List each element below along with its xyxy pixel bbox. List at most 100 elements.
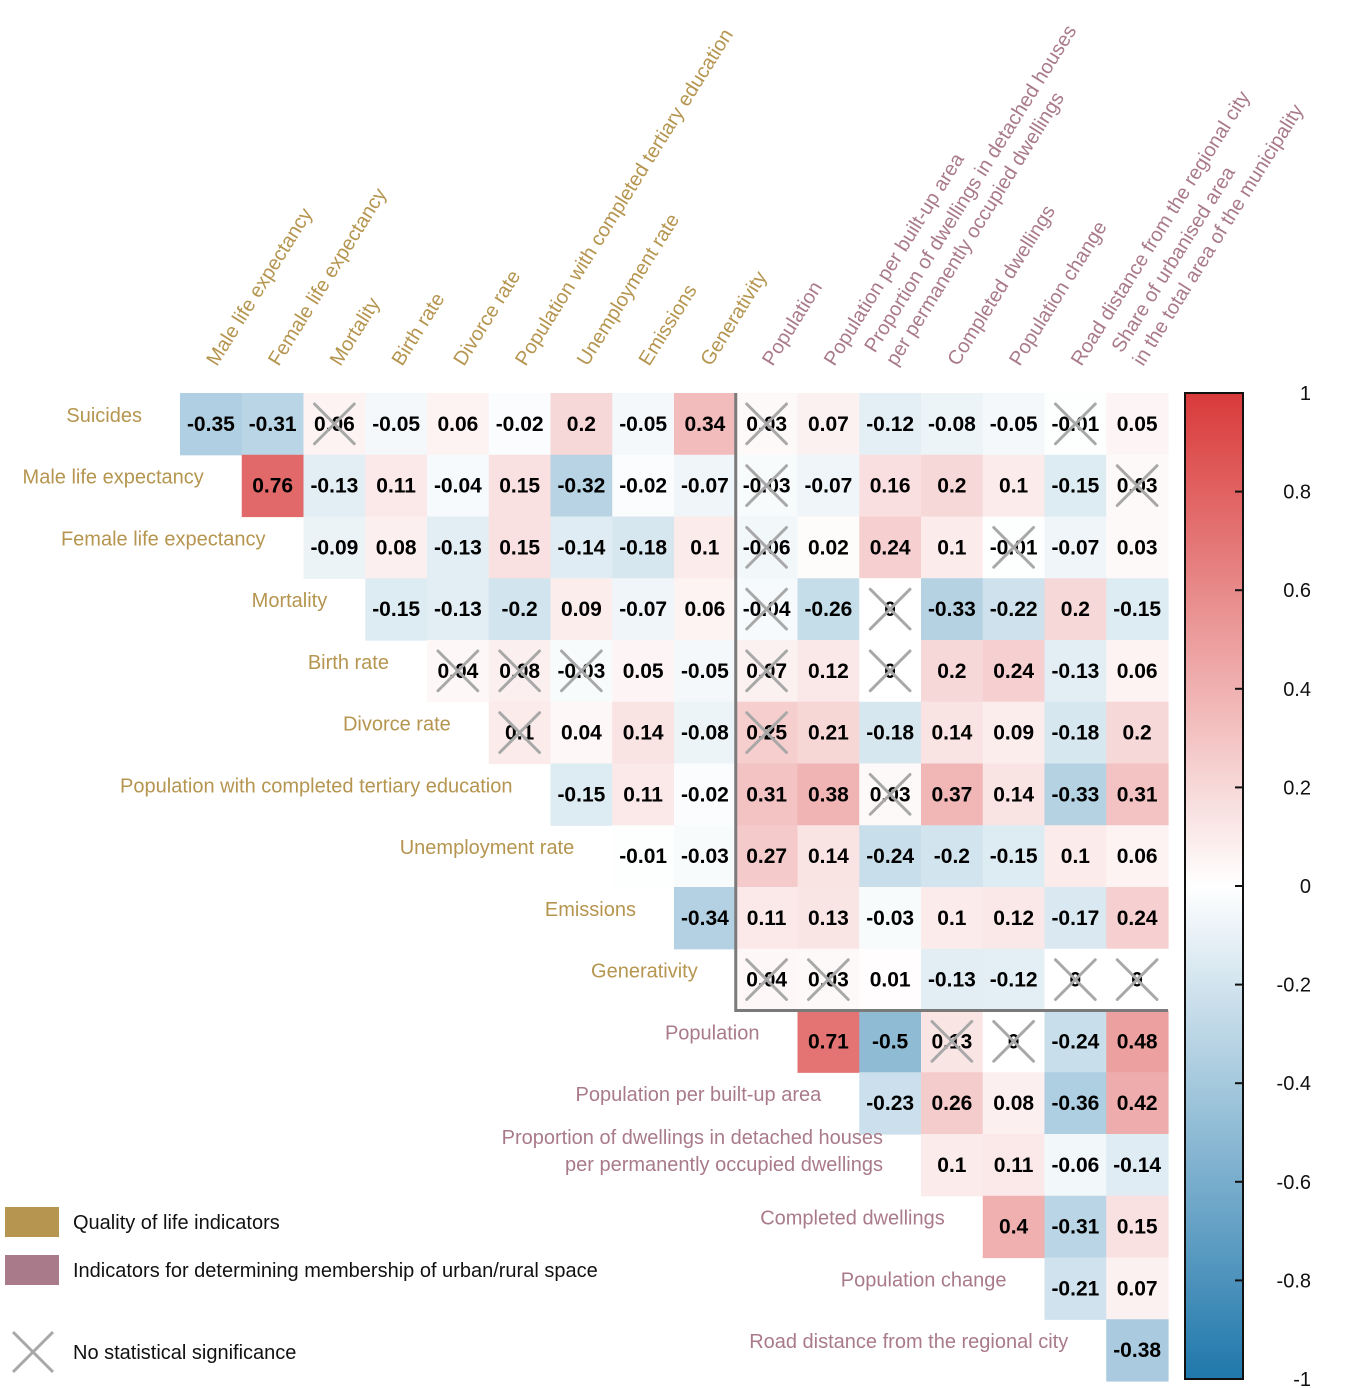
cell-fill: [427, 516, 490, 579]
cell-value-label: -0.32: [557, 475, 605, 498]
heatmap-cell: 0.15: [488, 454, 552, 518]
heatmap-cell: 0.14: [982, 763, 1046, 826]
cell-fill: [859, 701, 922, 765]
cell-value-label: -0.12: [866, 413, 914, 436]
heatmap-cell: -0.13: [1044, 640, 1107, 703]
cell-fill: [859, 1072, 922, 1135]
cell-value-label: 0.13: [808, 907, 849, 930]
cell-fill: [612, 825, 675, 888]
row-label: Population per built-up area: [576, 1084, 823, 1106]
heatmap-cell: 0.06: [427, 393, 490, 456]
row-label: Road distance from the regional city: [749, 1331, 1068, 1353]
block-frame: [734, 393, 1168, 1012]
cell-fill: [859, 825, 922, 888]
cell-value-label: 0.14: [623, 722, 664, 745]
heatmap-cell: -0.06: [1044, 1134, 1107, 1197]
cell-value-label: -0.18: [866, 722, 914, 745]
column-label: Share of urbanised areain the total area…: [1108, 87, 1309, 369]
cell-fill: [1106, 1257, 1169, 1320]
heatmap-cell: 0.1: [1044, 825, 1107, 888]
cell-fill: [1106, 578, 1169, 641]
heatmap-cell: 0.42: [1106, 1072, 1169, 1135]
heatmap-cell: -0.18: [859, 701, 922, 765]
no-significance-cross-icon: [807, 958, 850, 1001]
cell-value-label: 0.31: [746, 783, 787, 806]
heatmap-cell: -0.33: [1044, 763, 1107, 826]
row-label: Population with completed tertiary educa…: [120, 775, 512, 797]
column-label: Birth rate: [388, 289, 450, 369]
legend-swatch: [5, 1207, 59, 1237]
heatmap-cell: -0.38: [1106, 1319, 1169, 1382]
cell-fill: [488, 578, 552, 641]
cell-value-label: 0.06: [684, 598, 725, 621]
cell-value-label: 0.09: [993, 722, 1034, 745]
cell-value-label: -0.07: [804, 475, 852, 498]
cell-fill: [1044, 1257, 1107, 1320]
cell-fill: [735, 763, 799, 826]
cell-value-label: -0.02: [496, 413, 544, 436]
cell-fill: [859, 948, 922, 1012]
colorbar-gradient: [1184, 392, 1244, 1380]
cell-fill: [1044, 516, 1107, 579]
cell-fill: [1044, 1195, 1107, 1259]
cell-fill: [488, 393, 552, 456]
cell-fill: [921, 948, 984, 1012]
cell-value-label: -0.05: [372, 413, 420, 436]
legend-item: Indicators for determining membership of…: [5, 1255, 598, 1285]
heatmap-cell: 0.05: [1106, 393, 1169, 456]
heatmap-cell: 0.24: [982, 640, 1046, 703]
heatmap-cell: -0.13: [921, 948, 984, 1012]
cell-fill: [982, 578, 1046, 641]
heatmap-cell: 0.12: [797, 640, 860, 703]
heatmap-cell: 0.38: [797, 763, 860, 826]
no-significance-cross-icon: [868, 773, 912, 816]
cell-fill: [797, 578, 860, 641]
heatmap-cell: 0.71: [797, 1010, 860, 1073]
heatmap-cell: -0.08: [674, 701, 737, 765]
row-label: Divorce rate: [343, 714, 451, 736]
column-label: Completed dwellings: [943, 201, 1059, 369]
cell-fill: [550, 578, 613, 641]
heatmap-cell: -0.35: [180, 393, 243, 456]
row-labels: Suicides Male life expectancy Female life …: [23, 405, 1069, 1353]
cell-fill: [1044, 1010, 1107, 1073]
heatmap-cell: 0.08: [365, 516, 428, 579]
cell-value-label: 0.06: [437, 413, 478, 436]
cell-fill: [1106, 640, 1169, 703]
cell-fill: [612, 763, 675, 826]
cell-fill: [241, 454, 305, 518]
cell-value-label: 0.02: [808, 536, 849, 559]
cell-fill: [1106, 825, 1169, 888]
cell-fill: [982, 701, 1046, 765]
cell-value-label: -0.35: [187, 413, 235, 436]
cell-value-label: -0.23: [866, 1092, 914, 1115]
heatmap-cell: -0.07: [674, 454, 737, 518]
cell-value-label: 0.06: [1117, 845, 1158, 868]
cell-value-label: -0.33: [928, 598, 976, 621]
cell-fill: [303, 454, 366, 518]
heatmap-cell: 0.06: [1106, 825, 1169, 888]
cell-fill: [921, 516, 984, 579]
cell-fill: [241, 393, 305, 456]
cell-value-label: -0.03: [681, 845, 729, 868]
cell-value-label: 0.76: [252, 475, 293, 498]
cell-value-label: -0.06: [1051, 1154, 1099, 1177]
heatmap-cell: -0.03: [859, 887, 922, 950]
heatmap-cell: 0.09: [550, 578, 613, 641]
cell-value-label: 0.71: [808, 1030, 849, 1053]
heatmap-cell: 0.07: [797, 393, 860, 456]
cell-fill: [612, 454, 675, 518]
cell-value-label: -0.21: [1051, 1277, 1099, 1300]
heatmap-cell: -0.21: [1044, 1257, 1107, 1320]
row-label: Emissions: [545, 899, 636, 921]
cell-value-label: 0.03: [1117, 536, 1158, 559]
no-significance-cross-icon: [930, 1020, 974, 1063]
no-significance-cross-icon: [745, 649, 788, 693]
heatmap-cell: -0.14: [550, 516, 613, 579]
cell-fill: [921, 640, 984, 703]
cell-value-label: 0.2: [937, 475, 966, 498]
heatmap-cell: 0.2: [1106, 701, 1169, 765]
cell-value-label: 0.1: [999, 475, 1029, 498]
cell-fill: [859, 887, 922, 950]
cell-fill: [674, 701, 737, 765]
